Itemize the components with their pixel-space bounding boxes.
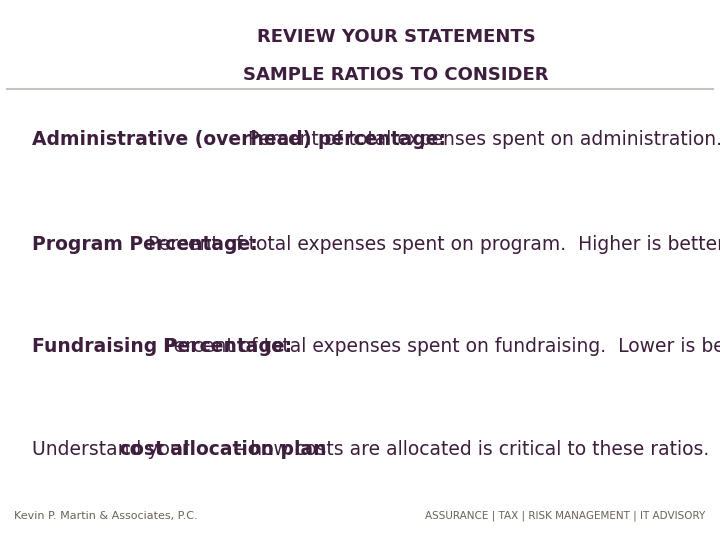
Text: – how costs are allocated is critical to these ratios.: – how costs are allocated is critical to…	[230, 440, 710, 459]
Text: cost allocation plan: cost allocation plan	[120, 440, 326, 459]
Text: Understand your: Understand your	[32, 440, 196, 459]
Text: Percent of total expenses spent on administration.  Lower is better.: Percent of total expenses spent on admin…	[236, 130, 720, 148]
Text: REVIEW YOUR STATEMENTS: REVIEW YOUR STATEMENTS	[256, 29, 536, 46]
Text: K|P|M: K|P|M	[18, 37, 58, 50]
Text: Fundraising Percentage:: Fundraising Percentage:	[32, 338, 292, 356]
Text: Program Percentage:: Program Percentage:	[32, 235, 258, 254]
Text: ASSURANCE | TAX | RISK MANAGEMENT | IT ADVISORY: ASSURANCE | TAX | RISK MANAGEMENT | IT A…	[426, 510, 706, 521]
Text: Kevin P. Martin & Associates, P.C.: Kevin P. Martin & Associates, P.C.	[14, 511, 198, 521]
Text: Percent of total expenses spent on fundraising.  Lower is better.: Percent of total expenses spent on fundr…	[157, 338, 720, 356]
Text: SAMPLE RATIOS TO CONSIDER: SAMPLE RATIOS TO CONSIDER	[243, 66, 549, 84]
Text: Administrative (overhead) percentage:: Administrative (overhead) percentage:	[32, 130, 446, 148]
Text: Percent of total expenses spent on program.  Higher is better.: Percent of total expenses spent on progr…	[137, 235, 720, 254]
